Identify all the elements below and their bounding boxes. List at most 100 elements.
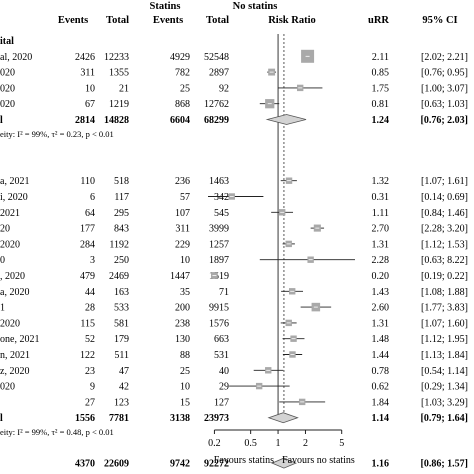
study-17-urr: 0.78 (372, 366, 390, 377)
study-1-events-no-statins: 4929 (170, 52, 190, 63)
study-7-total-statins: 295 (114, 208, 129, 219)
study-16-events-statins: 122 (80, 350, 95, 361)
study-18-urr: 0.62 (372, 382, 390, 393)
study-16-total-statins: 511 (114, 350, 129, 361)
study-18-ci: [0.29; 1.34] (421, 382, 468, 393)
study-5-events-no-statins: 236 (175, 176, 190, 187)
study-6-total-no-statins: 342 (214, 192, 229, 203)
study-19-events-no-statins: 15 (180, 397, 190, 408)
subtotal-2-events-no-statins: 3138 (170, 413, 190, 424)
study-12-ci: [1.08; 1.88] (421, 287, 468, 298)
overall-heterogeneity: eity: I² = 99%, τ² = 0.40, p = 0 (0, 472, 103, 474)
study-4-urr: 0.81 (372, 99, 390, 110)
study-13-label: 1 (0, 303, 5, 314)
study-16-label: n, 2021 (0, 350, 30, 361)
study-9-urr: 1.31 (372, 239, 390, 250)
study-4-events-statins: 67 (85, 99, 95, 110)
table-header: Statins No statins Events Total Events T… (58, 1, 458, 26)
study-19-total-statins: 123 (114, 397, 129, 408)
study-12-total-statins: 163 (114, 287, 129, 298)
study-11-urr: 0.20 (372, 271, 390, 282)
study-12-label: a, 2020 (0, 287, 29, 298)
study-9-label: 2020 (0, 239, 20, 250)
header-statins: Statins (150, 1, 181, 12)
overall-diamond (271, 457, 297, 469)
tick-label-4: 5 (339, 438, 344, 449)
study-4-ci: [0.63; 1.03] (421, 99, 468, 110)
study-16-events-no-statins: 88 (180, 350, 190, 361)
favours-left: Favours statins (214, 455, 274, 466)
subtotal-2-events-statins: 1556 (75, 413, 95, 424)
study-10-events-no-statins: 10 (180, 255, 190, 266)
subtotal-1-ci: [0.76; 2.03] (421, 115, 469, 126)
study-19-urr: 1.84 (372, 397, 390, 408)
study-10-ci: [0.63; 8.22] (421, 255, 468, 266)
study-14-total-statins: 581 (114, 318, 129, 329)
subtotal-1-total-statins: 14828 (104, 115, 129, 126)
study-2-urr: 0.85 (372, 68, 390, 79)
study-15-total-statins: 179 (114, 334, 129, 345)
subtotal-2-total-no-statins: 23973 (204, 413, 229, 424)
study-9-events-statins: 284 (80, 239, 95, 250)
study-19-total-no-statins: 127 (214, 397, 229, 408)
overall-ci: [0.86; 1.57] (421, 459, 469, 470)
study-15-total-no-statins: 663 (214, 334, 229, 345)
study-7-events-statins: 64 (85, 208, 95, 219)
subtotal-diamond-2 (267, 412, 299, 424)
study-10-events-statins: 3 (90, 255, 95, 266)
subtotal-1-total-no-statins: 68299 (204, 115, 229, 126)
study-17-total-statins: 47 (119, 366, 129, 377)
study-6-label: i, 2020 (0, 192, 28, 203)
study-3-events-no-statins: 25 (180, 83, 190, 94)
study-2-events-statins: 311 (80, 68, 95, 79)
heterogeneity-1: eity: I² = 99%, τ² = 0.23, p < 0.01 (0, 129, 114, 139)
study-8-label: 20 (0, 224, 10, 235)
subtotal-1-urr: 1.24 (372, 115, 390, 126)
study-15-events-no-statins: 130 (175, 334, 190, 345)
reference-lines (277, 34, 285, 418)
header-ci: 95% CI (422, 15, 457, 26)
subtotal-1-label: l (0, 115, 3, 126)
study-6-total-statins: 117 (114, 192, 129, 203)
study-17-ci: [0.54; 1.14] (421, 366, 468, 377)
subtotal-1-events-statins: 2814 (75, 115, 95, 126)
header-total-statins: Total (106, 15, 129, 26)
study-2-events-no-statins: 782 (175, 68, 190, 79)
study-5-total-no-statins: 1463 (209, 176, 229, 187)
tick-label-2: 1 (276, 438, 281, 449)
study-6-ci: [0.14; 0.69] (421, 192, 468, 203)
overall-events-no-statins: 9742 (170, 459, 190, 470)
tick-label-1: 0.5 (244, 438, 257, 449)
study-7-ci: [0.84; 1.46] (421, 208, 468, 219)
subtotal-2-label: l (0, 413, 3, 424)
header-no-statins: No statins (233, 1, 278, 12)
study-7-urr: 1.11 (372, 208, 389, 219)
study-12-urr: 1.43 (372, 287, 390, 298)
study-17-total-no-statins: 40 (219, 366, 229, 377)
favours-right: Favours no statins (282, 455, 355, 466)
study-4-label: 020 (0, 99, 15, 110)
study-16-urr: 1.44 (372, 350, 390, 361)
header-urr: uRR (368, 15, 389, 26)
study-10-urr: 2.28 (372, 255, 390, 266)
study-18-label: 020 (0, 382, 15, 393)
study-8-ci: [2.28; 3.20] (421, 224, 468, 235)
study-19-ci: [1.03; 3.29] (421, 397, 468, 408)
study-2-label: 020 (0, 68, 15, 79)
study-13-total-statins: 533 (114, 303, 129, 314)
study-18-total-no-statins: 29 (219, 382, 229, 393)
study-18-total-statins: 42 (119, 382, 129, 393)
study-3-total-statins: 21 (119, 83, 129, 94)
study-12-events-no-statins: 35 (180, 287, 190, 298)
study-10-total-statins: 250 (114, 255, 129, 266)
study-3-events-statins: 10 (85, 83, 95, 94)
study-14-events-statins: 115 (80, 318, 95, 329)
study-13-events-no-statins: 200 (175, 303, 190, 314)
tick-label-0: 0.2 (208, 438, 221, 449)
study-13-ci: [1.77; 3.83] (421, 303, 468, 314)
study-8-total-no-statins: 3999 (209, 224, 229, 235)
study-11-label: , 2020 (0, 271, 25, 282)
study-5-label: a, 2021 (0, 176, 29, 187)
study-15-events-statins: 52 (85, 334, 95, 345)
study-8-urr: 2.70 (372, 224, 390, 235)
